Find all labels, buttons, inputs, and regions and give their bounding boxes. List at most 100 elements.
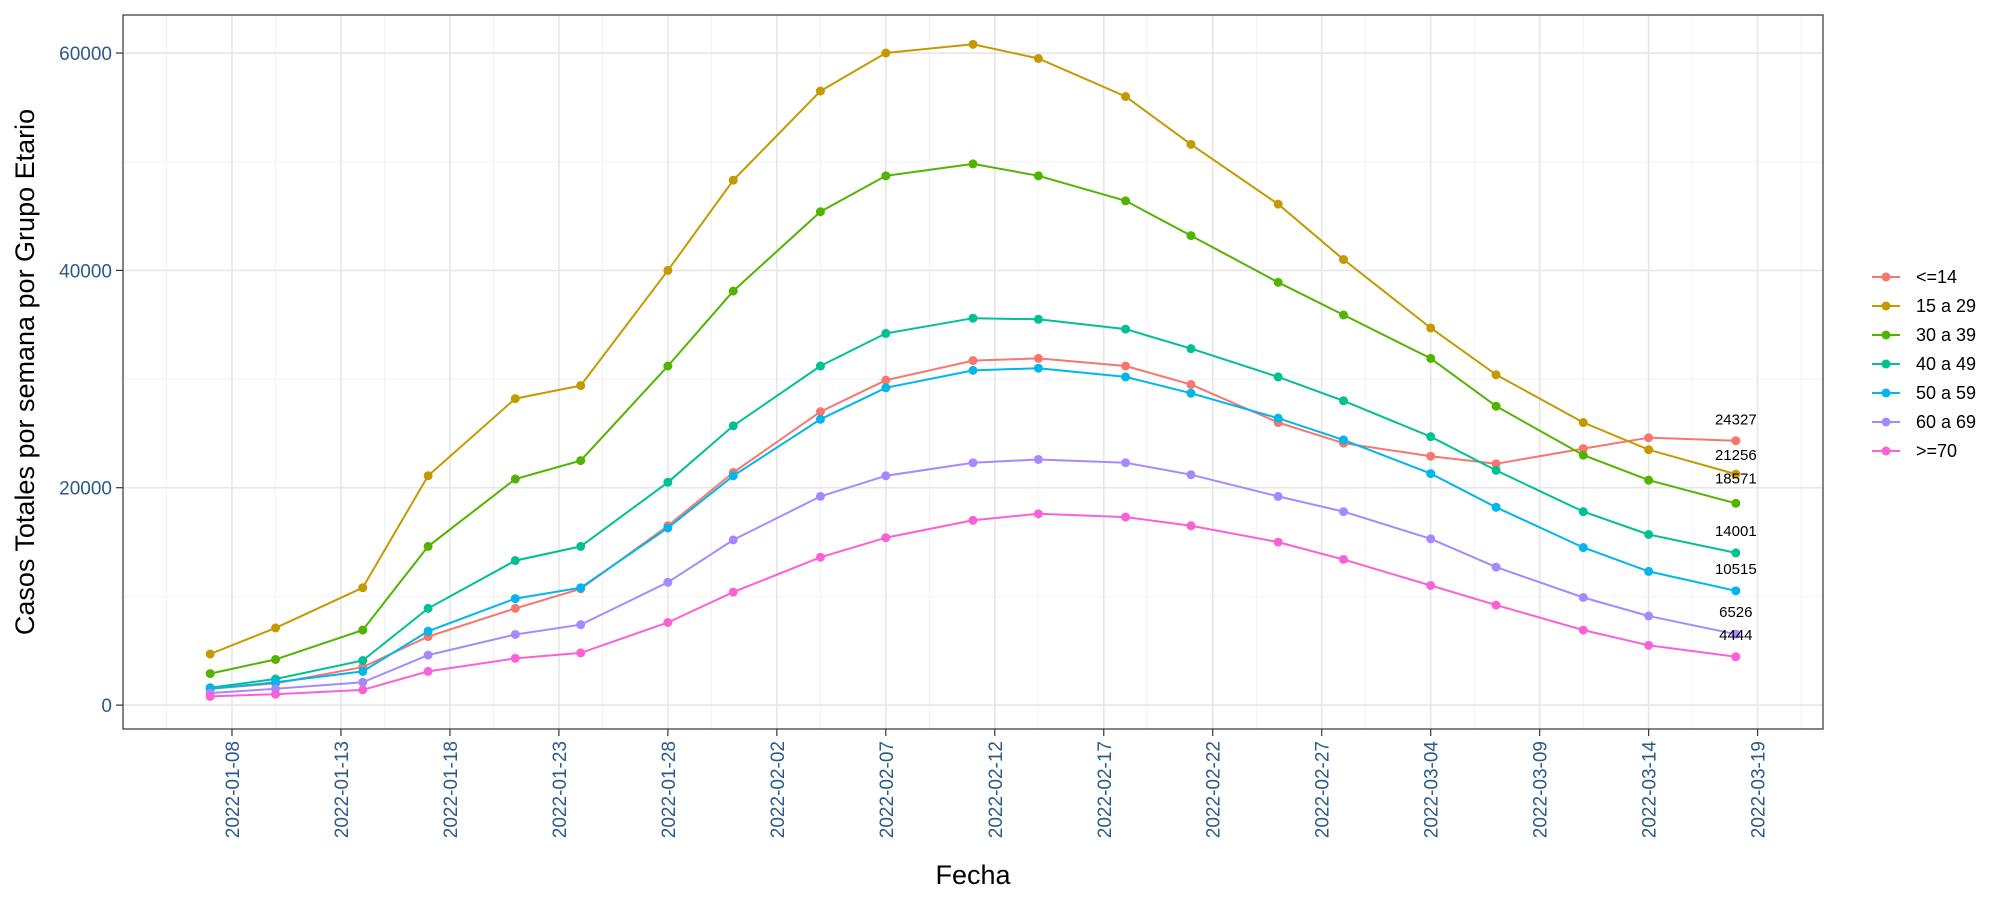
data-point — [1578, 444, 1588, 454]
x-axis-title: Fecha — [935, 860, 1011, 890]
legend-label: <=14 — [1916, 267, 1957, 287]
x-tick-label: 2022-01-18 — [441, 741, 462, 838]
data-point — [358, 685, 368, 695]
data-point — [1578, 625, 1588, 635]
data-point — [1426, 323, 1436, 333]
data-point — [1121, 512, 1131, 522]
data-point — [576, 456, 586, 466]
data-point — [1339, 396, 1349, 406]
data-point — [881, 171, 891, 181]
data-point — [358, 656, 368, 666]
data-point — [1644, 611, 1654, 621]
data-point — [1578, 593, 1588, 603]
data-point — [510, 653, 520, 663]
data-point — [1426, 469, 1436, 479]
data-point — [510, 594, 520, 604]
end-label: 14001 — [1715, 523, 1757, 540]
data-point — [1033, 314, 1043, 324]
data-point — [271, 654, 281, 664]
data-point — [663, 617, 673, 627]
data-point — [1121, 372, 1131, 382]
data-point — [1491, 562, 1501, 572]
legend-key-point — [1881, 417, 1891, 427]
data-point — [1033, 454, 1043, 464]
data-point — [510, 556, 520, 566]
data-point — [271, 623, 281, 633]
data-point — [1121, 458, 1131, 468]
end-label: 18571 — [1715, 470, 1757, 487]
data-point — [423, 650, 433, 660]
data-point — [1426, 353, 1436, 363]
legend-key-point — [1881, 359, 1891, 369]
x-tick-label: 2022-03-14 — [1640, 741, 1661, 839]
end-label: 24327 — [1715, 412, 1757, 429]
data-point — [1186, 379, 1196, 389]
end-labels: 24327 21256 18571 14001 10515 6526 4444 — [1715, 412, 1757, 644]
data-point — [1731, 498, 1741, 508]
legend-item: 50 a 59 — [1872, 383, 1976, 403]
data-point — [968, 365, 978, 375]
data-point — [423, 666, 433, 676]
data-point — [1491, 502, 1501, 512]
x-tick-label: 2022-03-09 — [1531, 741, 1552, 838]
y-tick-label: 40000 — [59, 261, 112, 282]
data-point — [1273, 537, 1283, 547]
x-tick-label: 2022-01-08 — [223, 741, 244, 838]
y-tick-label: 60000 — [59, 44, 112, 65]
data-point — [1033, 363, 1043, 373]
data-point — [1491, 401, 1501, 411]
data-point — [1731, 548, 1741, 558]
end-label: 10515 — [1715, 561, 1757, 578]
data-point — [1491, 465, 1501, 475]
legend-label: 15 a 29 — [1916, 296, 1976, 316]
x-tick-label: 2022-03-04 — [1422, 741, 1443, 839]
x-tick-label: 2022-02-17 — [1095, 741, 1116, 838]
x-tick-label: 2022-02-12 — [986, 741, 1007, 838]
x-tick-label: 2022-02-02 — [768, 741, 789, 838]
data-point — [1731, 652, 1741, 662]
data-point — [271, 677, 281, 687]
y-tick-label: 20000 — [59, 479, 112, 500]
data-point — [576, 620, 586, 630]
series-3 — [205, 159, 1741, 679]
x-tick-label: 2022-01-28 — [659, 741, 680, 838]
data-point — [1186, 231, 1196, 241]
data-point — [1578, 507, 1588, 517]
data-point — [205, 691, 215, 701]
data-point — [510, 474, 520, 484]
data-point — [815, 407, 825, 417]
data-point — [576, 583, 586, 593]
data-point — [1121, 324, 1131, 334]
data-point — [1186, 139, 1196, 149]
data-point — [663, 265, 673, 275]
data-point — [1426, 581, 1436, 591]
data-point — [1731, 469, 1741, 479]
x-tick-label: 2022-02-07 — [877, 741, 898, 838]
legend-key-point — [1881, 388, 1891, 398]
data-point — [1491, 600, 1501, 610]
data-point — [968, 159, 978, 169]
data-point — [968, 515, 978, 525]
data-point — [358, 625, 368, 635]
data-point — [576, 381, 586, 391]
data-point — [1731, 436, 1741, 446]
data-point — [510, 603, 520, 613]
legend-label: 60 a 69 — [1916, 412, 1976, 432]
data-point — [1578, 418, 1588, 428]
data-point — [358, 583, 368, 593]
data-point — [815, 552, 825, 562]
data-point — [881, 328, 891, 338]
legend-label: 50 a 59 — [1916, 383, 1976, 403]
y-axis-title: Casos Totales por semana por Grupo Etari… — [10, 109, 40, 635]
data-point — [728, 175, 738, 185]
x-tick-label: 2022-01-23 — [550, 741, 571, 838]
x-tick-label: 2022-03-19 — [1749, 741, 1770, 838]
legend-label: 30 a 39 — [1916, 325, 1976, 345]
data-point — [1339, 554, 1349, 564]
data-point — [1339, 255, 1349, 265]
data-point — [1186, 521, 1196, 531]
data-point — [1033, 509, 1043, 519]
data-point — [1339, 507, 1349, 517]
series-2 — [205, 39, 1741, 659]
data-point — [1644, 445, 1654, 455]
